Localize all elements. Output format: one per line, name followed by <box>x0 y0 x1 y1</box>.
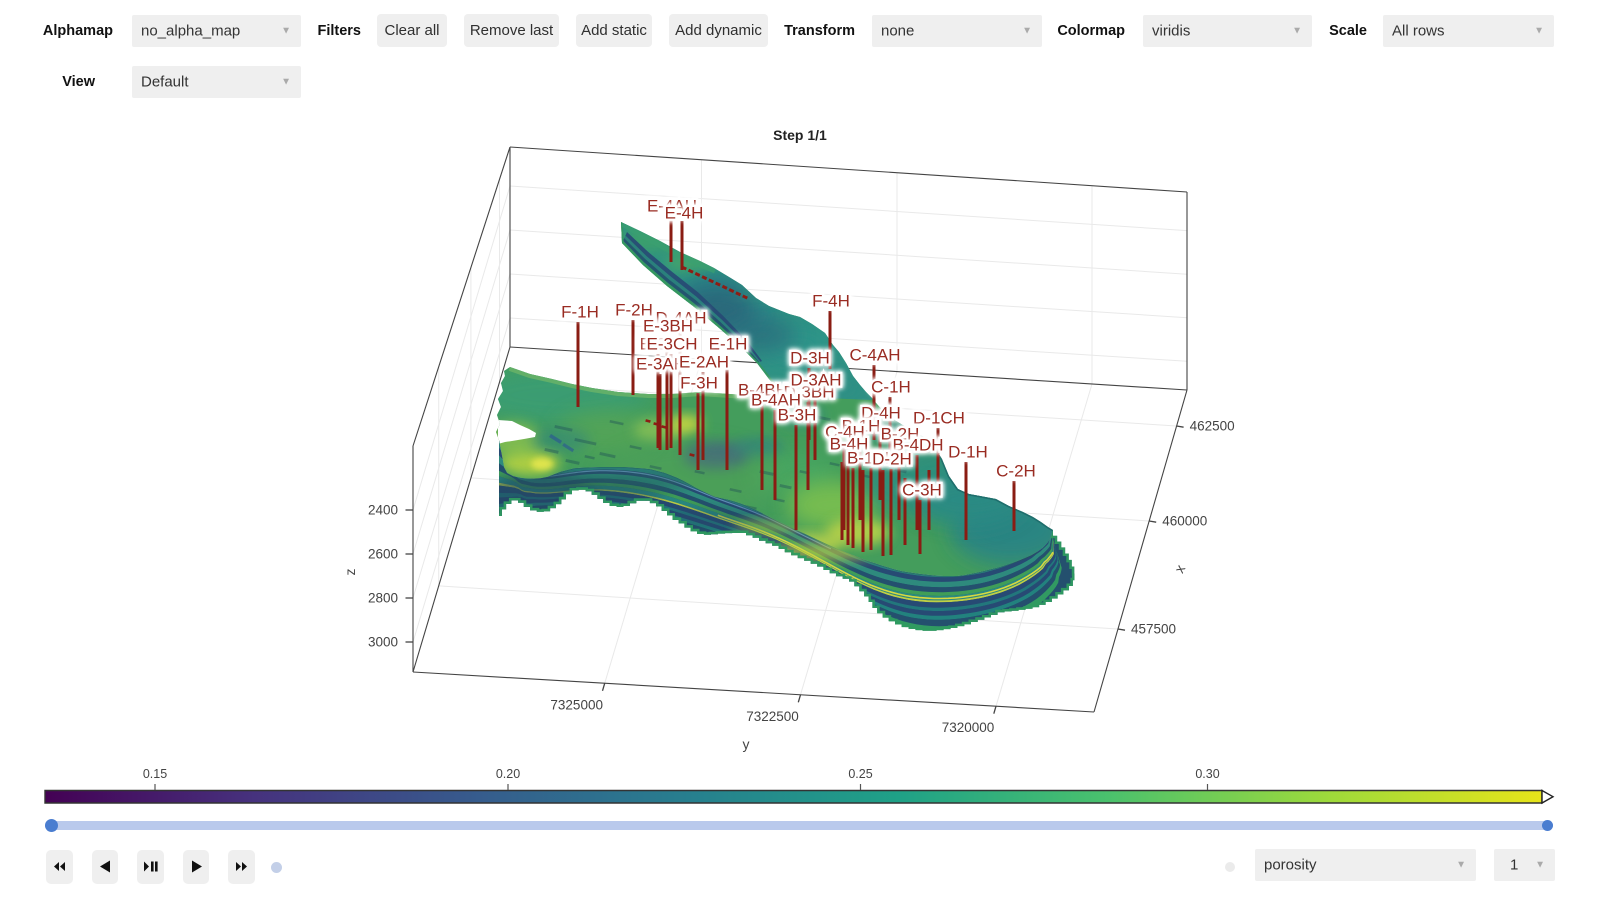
svg-text:C-4AH: C-4AH <box>849 346 900 365</box>
svg-text:B-4H: B-4H <box>830 435 869 454</box>
svg-text:E-4AH: E-4AH <box>647 197 697 216</box>
svg-text:E-3CH: E-3CH <box>646 335 697 354</box>
svg-text:E-1H: E-1H <box>709 335 748 354</box>
svg-text:D-4H: D-4H <box>861 404 901 423</box>
svg-text:C-2H: C-2H <box>996 462 1036 481</box>
svg-text:B-4BH: B-4BH <box>738 381 788 400</box>
svg-text:B-4AH: B-4AH <box>751 391 801 410</box>
svg-text:C-4H: C-4H <box>825 423 865 442</box>
svg-text:B-4DH: B-4DH <box>892 436 943 455</box>
svg-text:0.20: 0.20 <box>496 767 520 781</box>
svg-text:0.15: 0.15 <box>143 767 167 781</box>
svg-text:D-3BH: D-3BH <box>783 383 834 402</box>
svg-text:460000: 460000 <box>1162 514 1207 529</box>
svg-text:F-1H: F-1H <box>561 303 599 322</box>
svg-text:7322500: 7322500 <box>746 709 799 724</box>
svg-text:B-1H: B-1H <box>842 417 881 436</box>
svg-text:E-2AH: E-2AH <box>679 353 729 372</box>
svg-text:D-3AH: D-3AH <box>790 371 841 390</box>
svg-text:457500: 457500 <box>1131 622 1176 637</box>
svg-text:E-4H: E-4H <box>665 204 704 223</box>
svg-text:D-3H: D-3H <box>790 349 830 368</box>
svg-text:C-3H: C-3H <box>902 481 942 500</box>
svg-text:7325000: 7325000 <box>550 697 603 712</box>
svg-text:x: x <box>1171 562 1188 576</box>
svg-text:E-3AH: E-3AH <box>636 355 686 374</box>
svg-text:Step 1/1: Step 1/1 <box>773 127 827 143</box>
svg-text:F-3H: F-3H <box>680 374 718 393</box>
svg-text:E-3H: E-3H <box>640 335 679 354</box>
svg-text:462500: 462500 <box>1190 419 1235 434</box>
svg-text:z: z <box>342 569 358 576</box>
svg-text:B-2H: B-2H <box>881 425 920 444</box>
svg-text:D-1H: D-1H <box>948 443 988 462</box>
svg-text:D-4AH: D-4AH <box>655 309 706 328</box>
svg-text:3000: 3000 <box>368 635 398 650</box>
svg-text:0.30: 0.30 <box>1195 767 1219 781</box>
svg-text:D-2H: D-2H <box>872 450 912 469</box>
svg-text:F-4H: F-4H <box>812 292 850 311</box>
svg-text:2400: 2400 <box>368 503 398 518</box>
svg-text:C-1H: C-1H <box>871 378 911 397</box>
svg-text:F-2H: F-2H <box>615 301 653 320</box>
svg-text:D-1CH: D-1CH <box>913 409 965 428</box>
svg-text:2600: 2600 <box>368 547 398 562</box>
svg-text:y: y <box>743 736 750 752</box>
svg-text:E-3BH: E-3BH <box>643 317 693 336</box>
svg-text:B-3H: B-3H <box>778 406 817 425</box>
svg-text:2800: 2800 <box>368 591 398 606</box>
svg-text:B-1BH: B-1BH <box>847 449 897 468</box>
svg-text:0.25: 0.25 <box>848 767 872 781</box>
svg-text:7320000: 7320000 <box>942 720 995 735</box>
